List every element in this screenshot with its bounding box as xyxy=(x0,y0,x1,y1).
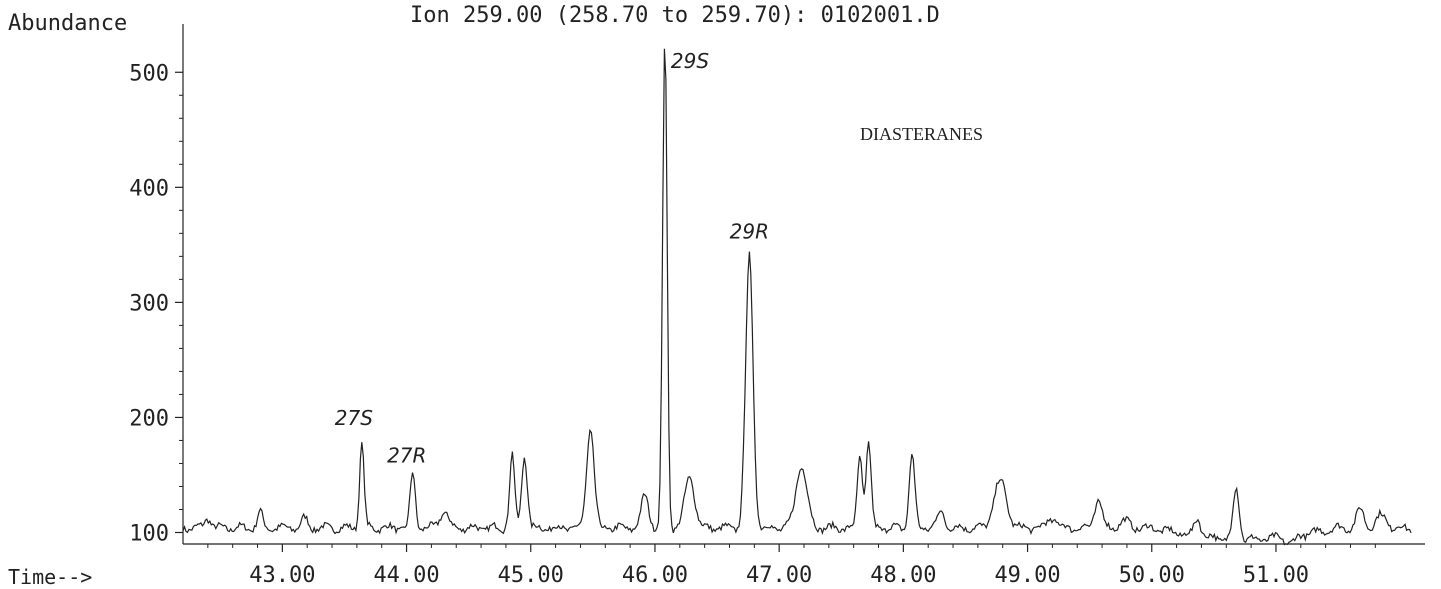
peak-labels: 27S 27R 29S 29R xyxy=(335,49,769,468)
x-axis-label: Time--> xyxy=(8,565,92,589)
x-tick-label: 51.00 xyxy=(1243,563,1309,588)
y-axis: 100 200 300 400 500 xyxy=(129,61,183,546)
y-tick-label: 200 xyxy=(129,406,169,431)
x-tick-label: 46.00 xyxy=(622,563,688,588)
y-tick-label: 300 xyxy=(129,291,169,316)
x-tick-label: 47.00 xyxy=(746,563,812,588)
x-tick-label: 44.00 xyxy=(373,563,439,588)
x-tick-label: 50.00 xyxy=(1119,563,1185,588)
peak-label: 27S xyxy=(335,406,373,430)
x-tick-label: 49.00 xyxy=(994,563,1060,588)
x-tick-label: 48.00 xyxy=(870,563,936,588)
chart-title: Ion 259.00 (258.70 to 259.70): 0102001.D xyxy=(410,3,940,28)
x-axis: 43.00 44.00 45.00 46.00 47.00 48.00 49.00 50.00… xyxy=(207,544,1376,588)
y-tick-label: 500 xyxy=(129,61,169,86)
peak-label: 27R xyxy=(387,444,426,468)
y-tick-label: 400 xyxy=(129,176,169,201)
plot-frame xyxy=(182,24,1425,545)
x-tick-label: 45.00 xyxy=(498,563,564,588)
ion-trace-line xyxy=(182,48,1412,546)
peak-label: 29R xyxy=(730,219,769,243)
x-tick-label: 43.00 xyxy=(249,563,315,588)
y-axis-label: Abundance xyxy=(8,11,127,36)
y-tick-label: 100 xyxy=(129,521,169,546)
diasteranes-annotation: DIASTERANES xyxy=(860,124,983,144)
peak-label: 29S xyxy=(671,49,709,73)
